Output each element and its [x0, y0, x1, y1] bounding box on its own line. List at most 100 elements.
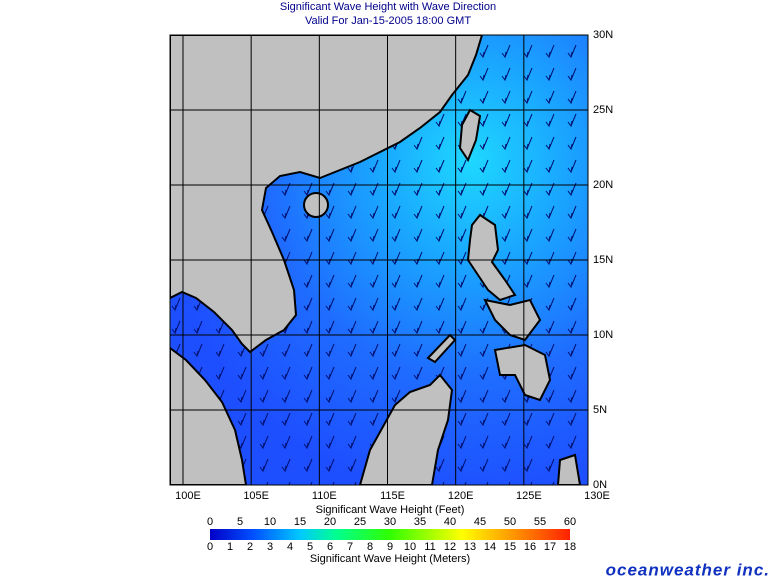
wave-arrow — [347, 366, 357, 381]
wave-arrow — [237, 412, 247, 427]
wave-arrow — [413, 366, 423, 381]
wave-arrow — [171, 320, 181, 335]
wave-arrow — [237, 389, 247, 404]
wave-arrow — [523, 113, 533, 128]
wave-arrow — [435, 297, 445, 312]
wave-arrow — [523, 458, 533, 473]
wave-arrow — [303, 274, 313, 289]
taiwan — [458, 108, 482, 163]
wave-arrow — [369, 412, 379, 427]
lon-label: 125E — [516, 490, 542, 502]
mindanao — [493, 343, 552, 402]
wave-arrow — [259, 389, 269, 404]
wave-arrow — [391, 297, 401, 312]
wave-arrow — [545, 44, 555, 59]
lat-label: 30N — [593, 29, 613, 41]
brand: oceanweather inc. — [606, 560, 770, 579]
wave-arrow — [347, 412, 357, 427]
land — [170, 35, 582, 485]
wave-arrow — [567, 67, 577, 82]
wave-arrow — [567, 113, 577, 128]
wave-arrow — [413, 205, 423, 220]
wave-arrow — [567, 412, 577, 427]
wave-arrow — [523, 67, 533, 82]
wave-arrow — [413, 228, 423, 243]
wave-arrow — [545, 274, 555, 289]
wave-arrow — [501, 67, 511, 82]
wave-arrow — [369, 205, 379, 220]
wave-arrow — [259, 458, 269, 473]
wave-arrow — [303, 251, 313, 266]
wave-arrow — [479, 67, 489, 82]
wave-arrow — [259, 412, 269, 427]
lon-label: 130E — [584, 490, 610, 502]
wave-arrow — [479, 320, 489, 335]
wave-arrow — [347, 228, 357, 243]
wave-arrow — [457, 228, 467, 243]
wave-arrow — [479, 366, 489, 381]
wave-arrow — [545, 320, 555, 335]
feet-tick: 10 — [264, 516, 276, 528]
feet-tick: 35 — [414, 516, 426, 528]
wave-arrow — [567, 389, 577, 404]
wave-arrow — [545, 90, 555, 105]
wave-arrow — [369, 389, 379, 404]
meters-tick: 18 — [564, 541, 576, 553]
wave-arrow — [567, 274, 577, 289]
feet-tick: 25 — [354, 516, 366, 528]
wave-arrow — [567, 320, 577, 335]
wave-arrow — [193, 343, 203, 358]
meters-tick: 8 — [367, 541, 373, 553]
wave-arrow — [413, 343, 423, 358]
wave-arrow — [281, 458, 291, 473]
meters-tick: 15 — [504, 541, 516, 553]
wave-arrow — [545, 67, 555, 82]
wave-arrow — [325, 205, 335, 220]
wave-arrow — [435, 320, 445, 335]
lat-label: 25N — [593, 104, 613, 116]
wave-arrow — [413, 320, 423, 335]
wave-arrow — [567, 136, 577, 151]
wave-arrow — [523, 205, 533, 220]
feet-tick: 50 — [504, 516, 516, 528]
hainan — [303, 192, 329, 218]
meters-tick: 7 — [347, 541, 353, 553]
wave-arrow — [288, 481, 291, 485]
wave-arrow — [369, 343, 379, 358]
asia-mainland — [170, 35, 484, 354]
wave-arrow — [325, 297, 335, 312]
wave-arrow — [523, 90, 533, 105]
wave-arrow — [435, 136, 445, 151]
wave-arrow — [281, 343, 291, 358]
wave-arrow — [479, 458, 489, 473]
subtitle: Valid For Jan-15-2005 18:00 GMT — [305, 15, 471, 27]
wave-arrow — [442, 481, 445, 485]
wave-arrow — [567, 90, 577, 105]
wave-arrow — [501, 159, 511, 174]
wave-arrow — [369, 159, 379, 174]
wave-arrow — [567, 159, 577, 174]
wave-arrow — [303, 228, 313, 243]
wave-arrow — [435, 159, 445, 174]
wave-arrow — [215, 366, 225, 381]
wave-arrow — [281, 412, 291, 427]
wave-arrow — [508, 481, 511, 485]
luzon — [466, 213, 517, 302]
wave-arrow — [457, 366, 467, 381]
wave-arrow — [545, 205, 555, 220]
wave-arrow — [501, 113, 511, 128]
wave-arrow — [347, 205, 357, 220]
meters-tick: 1 — [227, 541, 233, 553]
meters-tick: 4 — [287, 541, 293, 553]
wave-arrow — [479, 389, 489, 404]
wave-arrow — [332, 481, 335, 485]
wave-arrow — [457, 458, 467, 473]
wave-arrow — [435, 274, 445, 289]
wave-arrow — [567, 297, 577, 312]
wave-arrow — [325, 389, 335, 404]
meters-label: Significant Wave Height (Meters) — [310, 553, 470, 565]
wave-arrow — [501, 458, 511, 473]
wave-arrow — [347, 251, 357, 266]
wave-arrow — [325, 435, 335, 450]
wave-arrow — [501, 412, 511, 427]
